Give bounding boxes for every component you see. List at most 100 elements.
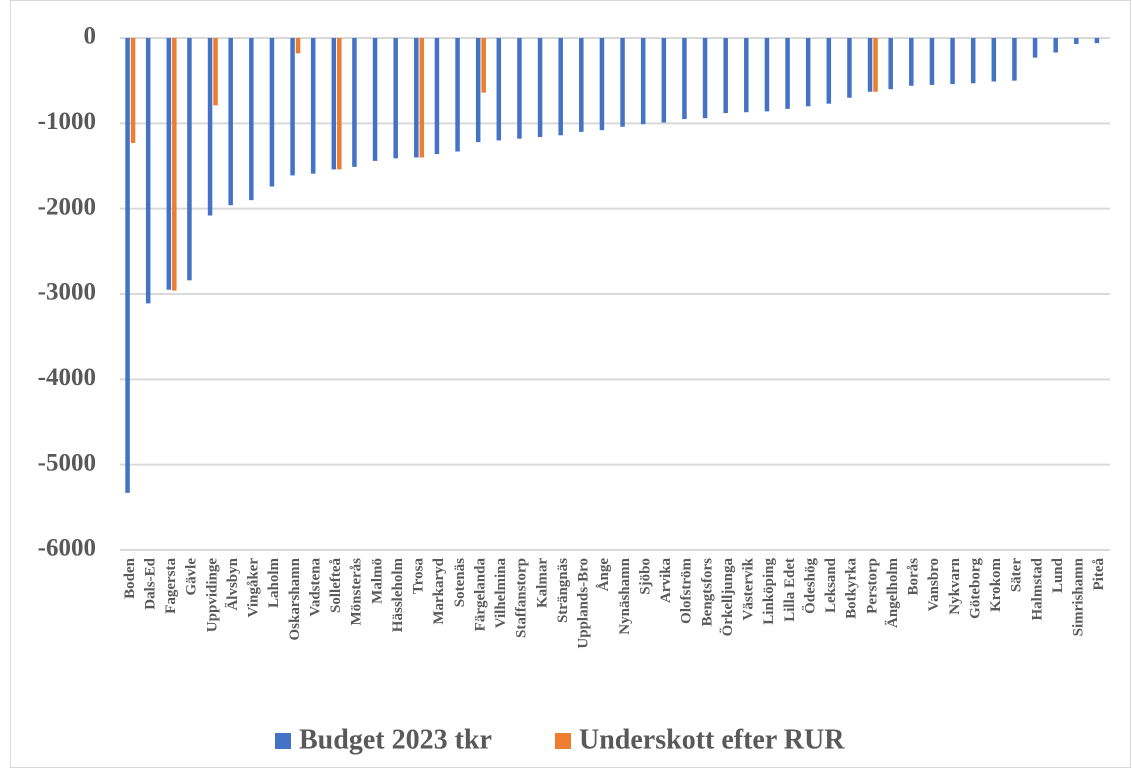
bar	[372, 38, 378, 161]
x-tick-label: Sotenäs	[452, 558, 468, 607]
bar	[873, 38, 878, 92]
x-tick-label: Nynäshamn	[617, 557, 633, 634]
x-tick-label: Linköping	[761, 558, 777, 625]
y-tick-label: 0	[84, 23, 97, 50]
legend-swatch	[275, 733, 291, 749]
x-tick-label: Vilhelmina	[493, 558, 509, 629]
bar	[764, 38, 770, 112]
bar	[172, 38, 177, 291]
y-tick-label: -5000	[38, 449, 96, 476]
bar	[419, 38, 425, 158]
x-tick-label: Halmstad	[1029, 557, 1045, 620]
x-tick-label: Lund	[1050, 557, 1066, 593]
bar	[970, 38, 976, 84]
x-tick-label: Dals-Ed	[142, 557, 158, 609]
x-tick-label: Oskarshamn	[287, 557, 303, 640]
bar	[723, 38, 728, 114]
bar	[481, 38, 486, 93]
bar	[579, 38, 584, 132]
x-tick-label: Boden	[122, 557, 138, 599]
bar	[228, 38, 233, 206]
x-tick-label: Markaryd	[431, 557, 447, 624]
bar	[805, 38, 811, 107]
x-tick-label: Älvsbyn	[225, 557, 241, 610]
x-tick-label: Staffanstorp	[514, 558, 530, 638]
bar	[269, 38, 275, 187]
bar	[661, 38, 667, 123]
x-tick-label: Sjöbo	[637, 558, 653, 595]
bar	[310, 38, 316, 174]
bar	[1032, 38, 1038, 58]
x-tick-label: Olofström	[679, 558, 695, 624]
x-tick-label: Strängnäs	[555, 558, 571, 623]
bar	[558, 38, 563, 136]
x-tick-label: Vansbro	[926, 558, 942, 611]
bar	[640, 38, 646, 125]
x-tick-label: Göteborg	[967, 558, 983, 619]
bar	[352, 38, 357, 167]
bar	[847, 38, 852, 98]
y-tick-label: -6000	[38, 535, 96, 562]
bar	[207, 38, 213, 216]
bar	[785, 38, 790, 109]
x-tick-label: Hässleholm	[390, 558, 406, 633]
legend-label: Budget 2023 tkr	[299, 724, 492, 755]
x-tick-label: Mönsterås	[349, 558, 365, 626]
y-tick-label: -1000	[38, 108, 96, 135]
x-tick-label: Laholm	[266, 558, 282, 609]
bar	[475, 38, 481, 143]
x-tick-label: Kalmar	[534, 558, 550, 608]
bar	[702, 38, 708, 119]
bar	[991, 38, 997, 82]
x-tick-label: Gävle	[184, 558, 200, 596]
x-tick-label: Örkelljunga	[719, 558, 736, 637]
bar	[496, 38, 502, 141]
bar	[125, 38, 130, 493]
bar	[414, 38, 419, 158]
bar	[434, 38, 440, 155]
bar	[331, 38, 337, 170]
x-tick-label: Upplands-Bro	[576, 558, 592, 649]
bar	[826, 38, 832, 104]
x-tick-label: Fagersta	[163, 558, 179, 614]
y-tick-label: -2000	[38, 193, 96, 220]
bar	[620, 38, 625, 127]
x-tick-label: Trosa	[411, 558, 427, 595]
x-tick-label: Västervik	[741, 557, 757, 620]
x-tick-label: Piteå	[1091, 558, 1107, 591]
x-tick-label: Arvika	[658, 558, 674, 604]
x-tick-label: Vadstena	[307, 558, 323, 617]
x-tick-label: Säter	[1009, 558, 1025, 592]
bar	[888, 38, 893, 90]
legend-label: Underskott efter RUR	[579, 724, 845, 755]
bar	[249, 38, 254, 201]
x-tick-label: Ånge	[596, 558, 612, 592]
x-tick-label: Krokom	[988, 558, 1004, 612]
x-tick-label: Sollefteå	[328, 558, 344, 613]
x-tick-label: Lilla Edet	[782, 558, 798, 622]
bar	[929, 38, 935, 85]
x-tick-label: Ödeshög	[801, 558, 818, 614]
bar	[1012, 38, 1017, 81]
x-tick-label: Nykvarn	[947, 557, 963, 614]
bar	[867, 38, 873, 92]
x-tick-label: Perstorp	[864, 558, 880, 614]
bar	[537, 38, 543, 137]
bar	[950, 38, 955, 85]
bar	[290, 38, 295, 176]
x-tick-label: Färgelanda	[472, 558, 488, 632]
bar	[1074, 38, 1079, 44]
bar	[295, 38, 301, 54]
bar	[130, 38, 136, 143]
x-tick-label: Borås	[906, 558, 922, 596]
x-tick-label: Simrishamn	[1071, 557, 1087, 636]
chart-border	[10, 0, 1131, 768]
bar	[1094, 38, 1100, 44]
x-tick-label: Botkyrka	[844, 558, 860, 619]
bar	[517, 38, 522, 139]
x-tick-label: Vingåker	[246, 558, 262, 618]
y-tick-label: -3000	[38, 279, 96, 306]
bar	[187, 38, 192, 281]
x-tick-label: Ängelholm	[885, 558, 901, 629]
